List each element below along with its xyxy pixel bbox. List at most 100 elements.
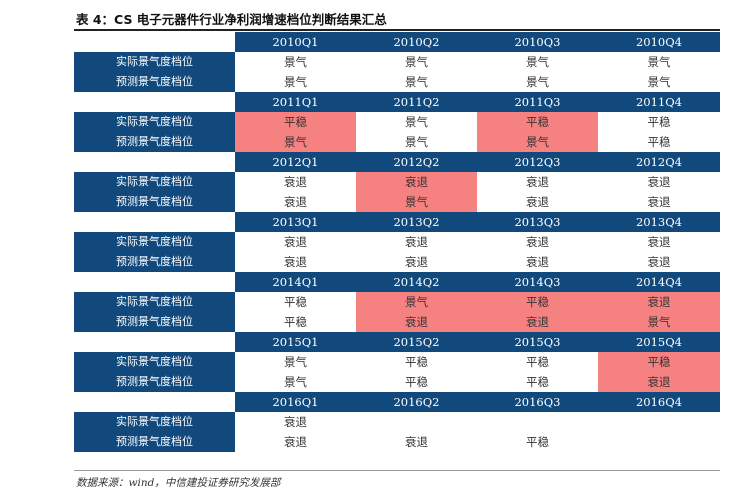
header-blank-cell (74, 212, 235, 232)
forecast-value-cell: 景气 (477, 132, 598, 152)
forecast-row-label: 预测景气度档位 (74, 372, 235, 392)
quarter-header-cell: 2014Q2 (356, 272, 477, 292)
quarter-header-cell: 2013Q1 (235, 212, 356, 232)
quarter-header-cell: 2012Q3 (477, 152, 598, 172)
quarter-header-cell: 2011Q1 (235, 92, 356, 112)
forecast-value-cell: 景气 (598, 312, 720, 332)
header-blank-cell (74, 392, 235, 412)
forecast-row-label: 预测景气度档位 (74, 132, 235, 152)
quarter-header-row: 2012Q1 2012Q2 2012Q3 2012Q4 (74, 152, 720, 172)
actual-value-cell: 平稳 (405, 355, 428, 369)
forecast-row: 预测景气度档位 平稳 衰退 衰退 景气 (74, 312, 720, 332)
actual-value-cell: 平稳 (235, 112, 356, 132)
actual-row: 实际景气度档位 衰退 (74, 412, 720, 432)
forecast-row: 预测景气度档位 衰退 衰退 平稳 (74, 432, 720, 452)
actual-value-cell: 平稳 (284, 295, 307, 309)
forecast-value-cell: 衰退 (647, 255, 671, 269)
actual-value-cell: 景气 (284, 55, 307, 69)
forecast-value-cell: 衰退 (477, 312, 598, 332)
actual-value-cell: 景气 (526, 55, 549, 69)
actual-row-label: 实际景气度档位 (74, 172, 235, 192)
forecast-table: 2010Q1 2010Q2 2010Q3 2010Q4 实际景气度档位 景气 景气 景气 景气预… (74, 32, 720, 452)
forecast-row: 预测景气度档位 景气 景气 景气 景气 (74, 72, 720, 92)
quarter-header-cell: 2016Q4 (598, 392, 720, 412)
actual-row: 实际景气度档位 景气 平稳 平稳 平稳 (74, 352, 720, 372)
quarter-header-cell: 2013Q4 (598, 212, 720, 232)
forecast-value-cell: 衰退 (405, 435, 428, 449)
forecast-value-cell: 平稳 (526, 435, 549, 449)
actual-row: 实际景气度档位 衰退 衰退 衰退 衰退 (74, 172, 720, 192)
quarter-header-cell: 2010Q3 (477, 32, 598, 52)
quarter-header-cell: 2015Q1 (235, 332, 356, 352)
actual-value-cell: 景气 (405, 115, 428, 129)
forecast-value-cell: 景气 (284, 75, 307, 89)
quarter-header-cell: 2015Q3 (477, 332, 598, 352)
forecast-value-cell: 衰退 (284, 435, 307, 449)
forecast-row-label: 预测景气度档位 (74, 432, 235, 452)
quarter-header-cell: 2011Q3 (477, 92, 598, 112)
forecast-value-cell: 衰退 (284, 255, 307, 269)
forecast-value-cell: 衰退 (405, 255, 428, 269)
forecast-value-cell: 景气 (356, 192, 477, 212)
actual-value-cell: 景气 (284, 355, 307, 369)
actual-value-cell: 景气 (356, 292, 477, 312)
quarter-header-row: 2014Q1 2014Q2 2014Q3 2014Q4 (74, 272, 720, 292)
forecast-value-cell: 衰退 (598, 372, 720, 392)
actual-value-cell: 衰退 (284, 235, 307, 249)
quarter-header-cell: 2012Q2 (356, 152, 477, 172)
quarter-header-cell: 2010Q4 (598, 32, 720, 52)
forecast-value-cell: 平稳 (647, 135, 671, 149)
forecast-row-label: 预测景气度档位 (74, 72, 235, 92)
forecast-value-cell: 衰退 (356, 312, 477, 332)
quarter-header-row: 2013Q1 2013Q2 2013Q3 2013Q4 (74, 212, 720, 232)
quarter-header-cell: 2011Q4 (598, 92, 720, 112)
actual-value-cell: 平稳 (598, 352, 720, 372)
actual-row-label: 实际景气度档位 (74, 112, 235, 132)
forecast-value-cell: 景气 (405, 135, 428, 149)
actual-value-cell: 衰退 (647, 235, 671, 249)
quarter-header-row: 2016Q1 2016Q2 2016Q3 2016Q4 (74, 392, 720, 412)
forecast-value-cell: 平稳 (526, 375, 549, 389)
quarter-header-row: 2011Q1 2011Q2 2011Q3 2011Q4 (74, 92, 720, 112)
quarter-header-row: 2015Q1 2015Q2 2015Q3 2015Q4 (74, 332, 720, 352)
quarter-header-cell: 2015Q4 (598, 332, 720, 352)
actual-value-cell: 衰退 (284, 175, 307, 189)
quarter-header-cell: 2010Q1 (235, 32, 356, 52)
quarter-header-cell: 2016Q2 (356, 392, 477, 412)
header-blank-cell (74, 332, 235, 352)
actual-value-cell: 衰退 (356, 172, 477, 192)
actual-row-label: 实际景气度档位 (74, 232, 235, 252)
actual-row-label: 实际景气度档位 (74, 412, 235, 432)
forecast-value-cell: 景气 (647, 75, 671, 89)
actual-value-cell (598, 412, 720, 432)
forecast-value-cell: 衰退 (647, 195, 671, 209)
header-blank-cell (74, 272, 235, 292)
forecast-value-cell: 景气 (526, 75, 549, 89)
forecast-row: 预测景气度档位 衰退 景气 衰退 衰退 (74, 192, 720, 212)
forecast-row-label: 预测景气度档位 (74, 192, 235, 212)
forecast-row: 预测景气度档位 景气 景气 景气 平稳 (74, 132, 720, 152)
quarter-header-cell: 2012Q1 (235, 152, 356, 172)
table-title: 表 4：CS 电子元器件行业净利润增速档位判断结果汇总 (76, 12, 387, 27)
header-blank-cell (74, 92, 235, 112)
actual-row-label: 实际景气度档位 (74, 292, 235, 312)
actual-row: 实际景气度档位 衰退 衰退 衰退 衰退 (74, 232, 720, 252)
actual-value-cell: 平稳 (477, 112, 598, 132)
header-blank-cell (74, 152, 235, 172)
forecast-value-cell: 景气 (284, 375, 307, 389)
quarter-header-cell: 2012Q4 (598, 152, 720, 172)
forecast-value-cell: 衰退 (284, 195, 307, 209)
actual-value-cell: 景气 (647, 55, 671, 69)
actual-value-cell: 衰退 (405, 235, 428, 249)
forecast-value-cell: 衰退 (526, 195, 549, 209)
quarter-header-cell: 2013Q3 (477, 212, 598, 232)
actual-row-label: 实际景气度档位 (74, 52, 235, 72)
actual-value-cell: 平稳 (647, 115, 671, 129)
quarter-header-cell: 2016Q1 (235, 392, 356, 412)
actual-row: 实际景气度档位 景气 景气 景气 景气 (74, 52, 720, 72)
actual-value-cell: 衰退 (284, 415, 307, 429)
actual-value-cell: 平稳 (526, 355, 549, 369)
actual-value-cell: 景气 (405, 55, 428, 69)
forecast-value-cell: 景气 (405, 75, 428, 89)
forecast-row-label: 预测景气度档位 (74, 312, 235, 332)
